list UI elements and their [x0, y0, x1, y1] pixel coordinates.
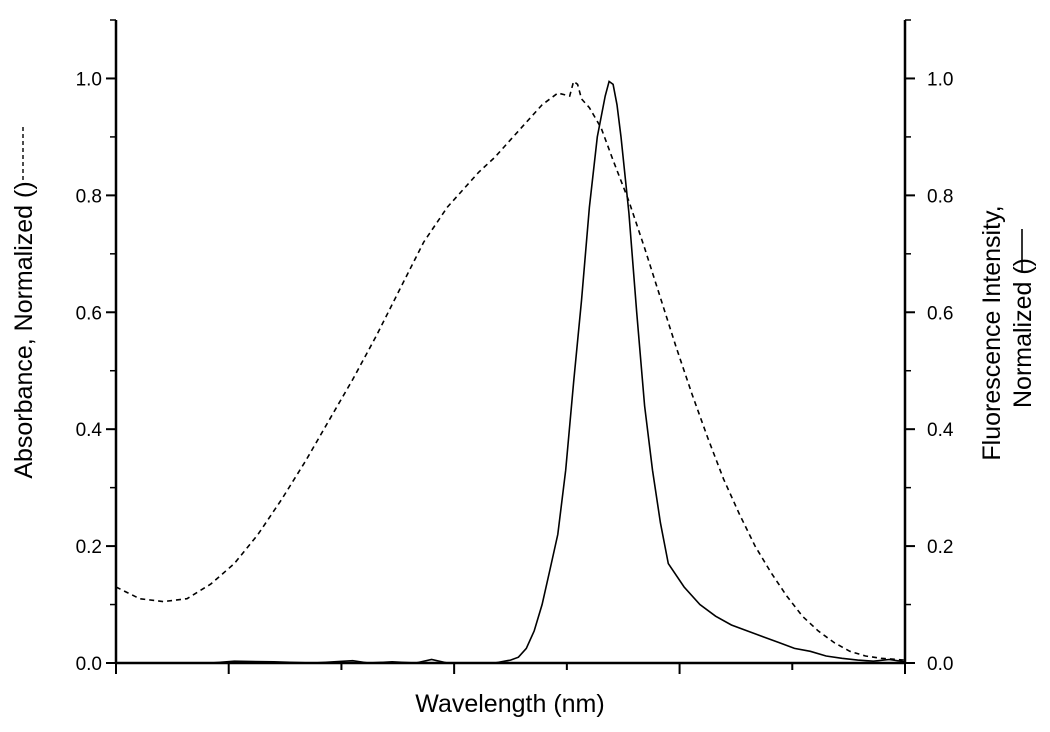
right-y-tick-label: 0.2 — [927, 537, 953, 558]
right-y-tick-label: 1.0 — [927, 69, 953, 90]
left-y-tick-label: 0.6 — [76, 303, 102, 324]
axes — [106, 19, 915, 674]
plot-area — [115, 80, 906, 664]
absorbance-series-line — [115, 80, 906, 661]
right-y-axis-title: Fluorescence Intensity, Normalized () — [978, 205, 1037, 460]
left-y-axis-title-text: Absorbance, Normalized ( — [10, 189, 38, 479]
x-axis-title: Wavelength (nm) — [415, 690, 604, 718]
right-y-axis-title-line2: Normalized ( — [1009, 266, 1037, 408]
right-y-axis-title-suffix: ) — [1009, 258, 1037, 266]
right-y-axis-title-line1: Fluorescence Intensity, — [978, 205, 1006, 460]
left-y-axis-title-suffix: ) — [10, 181, 38, 189]
left-y-tick-label: 1.0 — [76, 69, 102, 90]
svg-text:Absorbance, Normalized (): Absorbance, Normalized () — [10, 181, 38, 478]
left-y-axis-title: Absorbance, Normalized () — [10, 126, 38, 479]
right-y-tick-label: 0.0 — [927, 654, 953, 675]
left-y-tick-label: 0.4 — [76, 420, 103, 441]
axis-ticks — [106, 19, 915, 674]
fluorescence-series-line — [116, 80, 906, 664]
svg-text:Normalized (): Normalized () — [1009, 258, 1037, 408]
right-y-tick-label: 0.4 — [927, 420, 954, 441]
tick-labels: 0.0 0.2 0.4 0.6 0.8 1.0 0.0 0.2 0.4 0.6 0.8 1.0 — [76, 69, 954, 675]
left-y-tick-label: 0.2 — [76, 537, 102, 558]
right-y-tick-label: 0.6 — [927, 303, 953, 324]
left-y-tick-label: 0.8 — [76, 186, 102, 207]
left-y-tick-label: 0.0 — [76, 654, 102, 675]
right-y-tick-label: 0.8 — [927, 186, 953, 207]
